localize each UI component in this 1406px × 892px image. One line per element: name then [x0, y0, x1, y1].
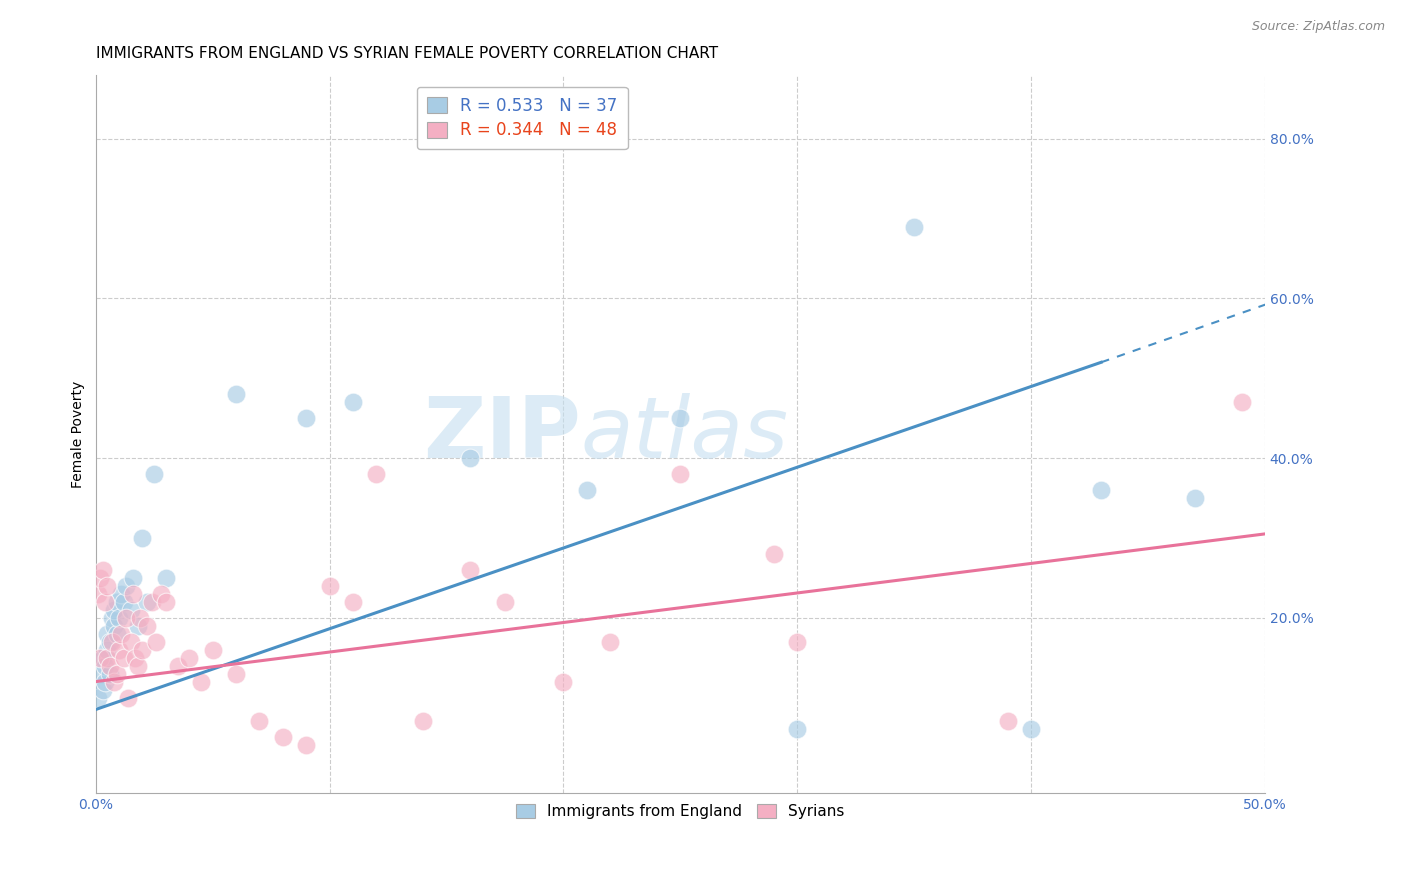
- Point: [201, 642, 224, 657]
- Point: [91, 650, 114, 665]
- Point: [150, 587, 173, 601]
- Point: [762, 547, 785, 561]
- Point: [1230, 395, 1253, 409]
- Point: [1184, 491, 1206, 505]
- Y-axis label: Female Poverty: Female Poverty: [72, 381, 86, 488]
- Point: [318, 579, 340, 593]
- Point: [190, 674, 212, 689]
- Point: [115, 579, 138, 593]
- Point: [96, 579, 118, 593]
- Point: [101, 634, 124, 648]
- Point: [108, 611, 131, 625]
- Point: [96, 650, 118, 665]
- Point: [786, 634, 808, 648]
- Point: [87, 587, 110, 601]
- Point: [599, 634, 621, 648]
- Point: [89, 666, 111, 681]
- Point: [225, 387, 247, 401]
- Point: [669, 411, 692, 425]
- Point: [122, 571, 145, 585]
- Point: [1019, 723, 1042, 737]
- Point: [145, 634, 167, 648]
- Point: [122, 587, 145, 601]
- Point: [129, 611, 152, 625]
- Point: [124, 650, 146, 665]
- Point: [115, 611, 138, 625]
- Point: [120, 603, 142, 617]
- Point: [105, 626, 128, 640]
- Point: [247, 714, 270, 729]
- Point: [110, 587, 132, 601]
- Point: [295, 411, 318, 425]
- Point: [103, 603, 125, 617]
- Point: [127, 658, 149, 673]
- Point: [96, 642, 118, 657]
- Point: [903, 219, 925, 234]
- Text: IMMIGRANTS FROM ENGLAND VS SYRIAN FEMALE POVERTY CORRELATION CHART: IMMIGRANTS FROM ENGLAND VS SYRIAN FEMALE…: [96, 46, 718, 62]
- Point: [94, 658, 117, 673]
- Point: [127, 618, 149, 632]
- Point: [786, 723, 808, 737]
- Point: [143, 467, 166, 481]
- Point: [94, 595, 117, 609]
- Point: [103, 674, 125, 689]
- Point: [412, 714, 434, 729]
- Point: [494, 595, 516, 609]
- Point: [1090, 483, 1112, 497]
- Point: [112, 650, 135, 665]
- Point: [101, 611, 124, 625]
- Point: [669, 467, 692, 481]
- Point: [91, 682, 114, 697]
- Text: ZIP: ZIP: [423, 392, 581, 475]
- Point: [89, 571, 111, 585]
- Point: [136, 595, 159, 609]
- Point: [575, 483, 598, 497]
- Text: Source: ZipAtlas.com: Source: ZipAtlas.com: [1251, 20, 1385, 33]
- Point: [166, 658, 188, 673]
- Point: [120, 634, 142, 648]
- Point: [271, 731, 294, 745]
- Point: [112, 595, 135, 609]
- Point: [98, 666, 121, 681]
- Point: [131, 531, 153, 545]
- Point: [141, 595, 163, 609]
- Point: [458, 563, 481, 577]
- Legend: Immigrants from England, Syrians: Immigrants from England, Syrians: [510, 797, 851, 825]
- Point: [155, 571, 177, 585]
- Point: [342, 595, 364, 609]
- Point: [131, 642, 153, 657]
- Point: [108, 642, 131, 657]
- Point: [342, 395, 364, 409]
- Point: [136, 618, 159, 632]
- Point: [117, 690, 139, 705]
- Point: [155, 595, 177, 609]
- Point: [96, 626, 118, 640]
- Point: [366, 467, 388, 481]
- Point: [179, 650, 201, 665]
- Point: [94, 674, 117, 689]
- Point: [105, 595, 128, 609]
- Text: atlas: atlas: [581, 392, 789, 475]
- Point: [110, 626, 132, 640]
- Point: [295, 739, 318, 753]
- Point: [91, 563, 114, 577]
- Point: [87, 690, 110, 705]
- Point: [89, 650, 111, 665]
- Point: [98, 634, 121, 648]
- Point: [553, 674, 575, 689]
- Point: [225, 666, 247, 681]
- Point: [458, 451, 481, 466]
- Point: [98, 658, 121, 673]
- Point: [997, 714, 1019, 729]
- Point: [103, 618, 125, 632]
- Point: [105, 666, 128, 681]
